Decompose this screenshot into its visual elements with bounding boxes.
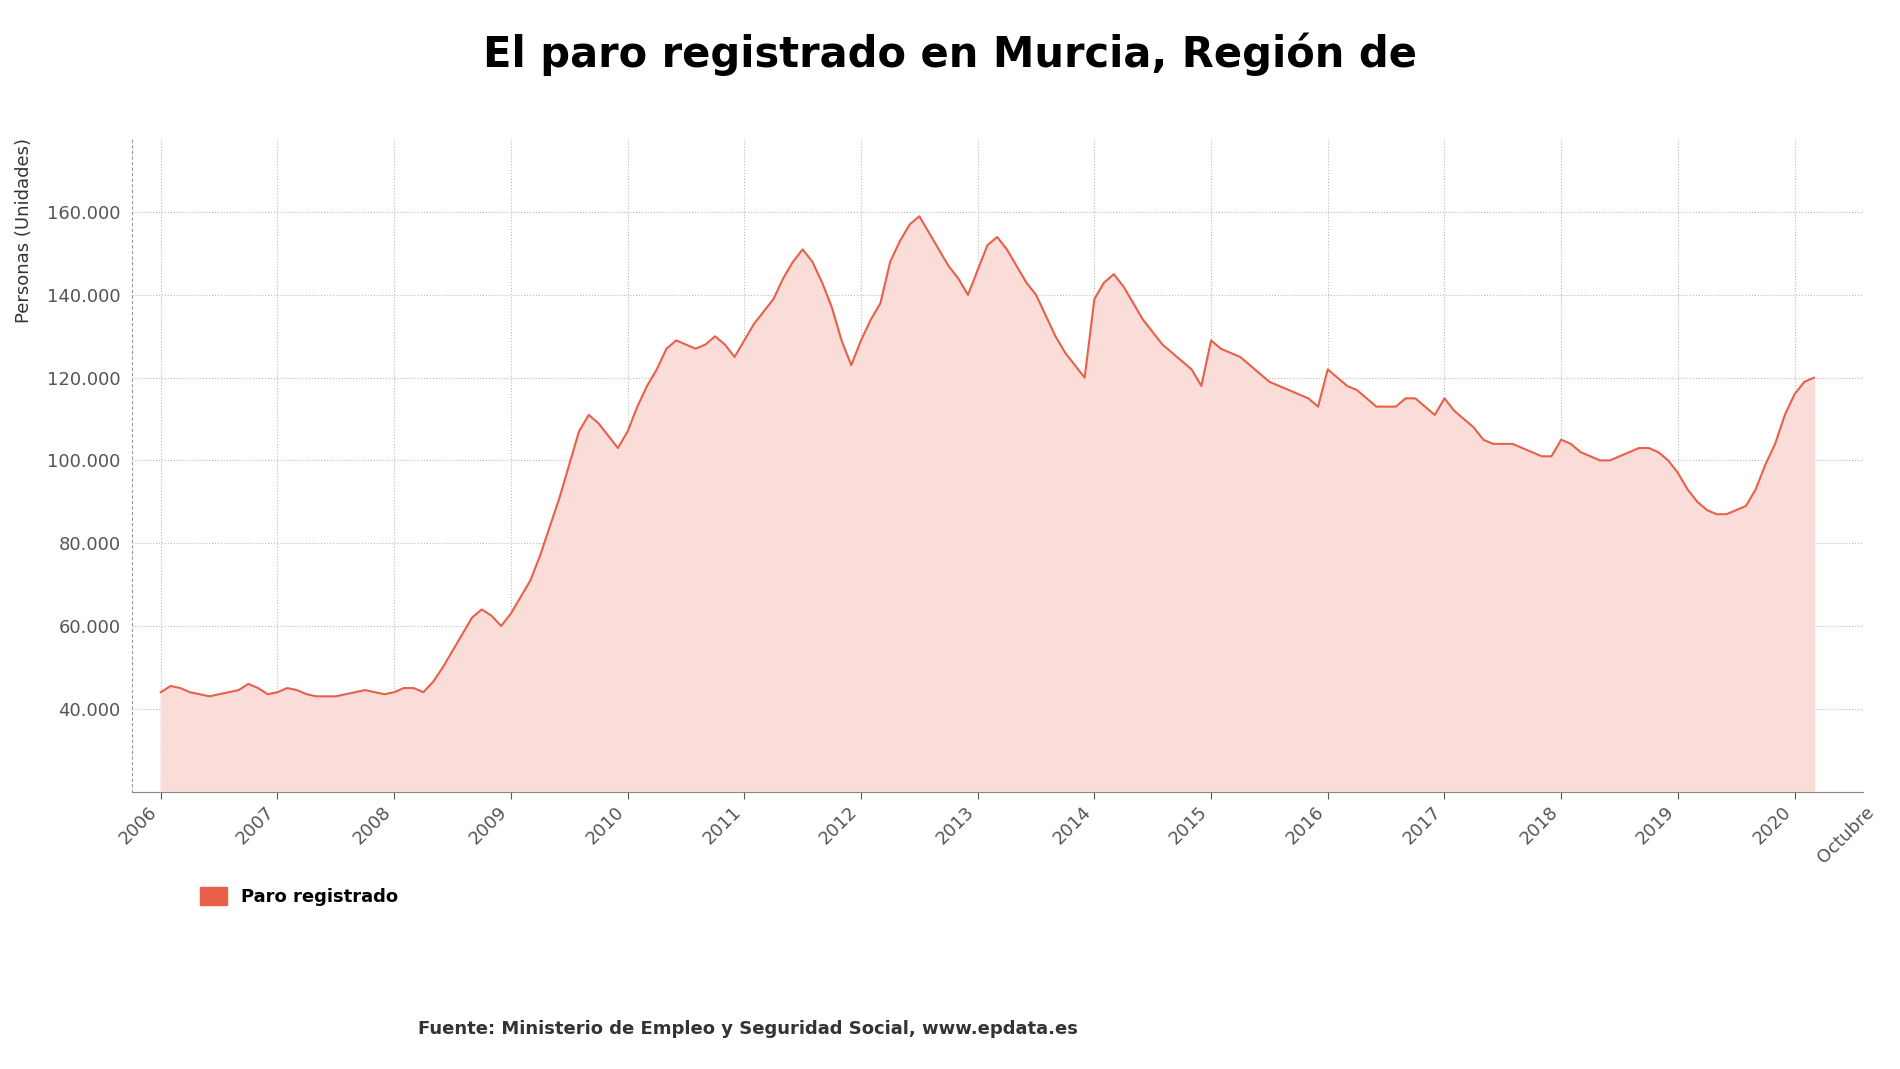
Legend: Paro registrado: Paro registrado [192, 880, 407, 913]
Text: El paro registrado en Murcia, Región de: El paro registrado en Murcia, Región de [483, 32, 1417, 76]
Y-axis label: Personas (Unidades): Personas (Unidades) [15, 138, 32, 323]
Text: Fuente: Ministerio de Empleo y Seguridad Social, www.epdata.es: Fuente: Ministerio de Empleo y Seguridad… [418, 1020, 1077, 1038]
Text: Octubre: Octubre [1814, 803, 1877, 866]
